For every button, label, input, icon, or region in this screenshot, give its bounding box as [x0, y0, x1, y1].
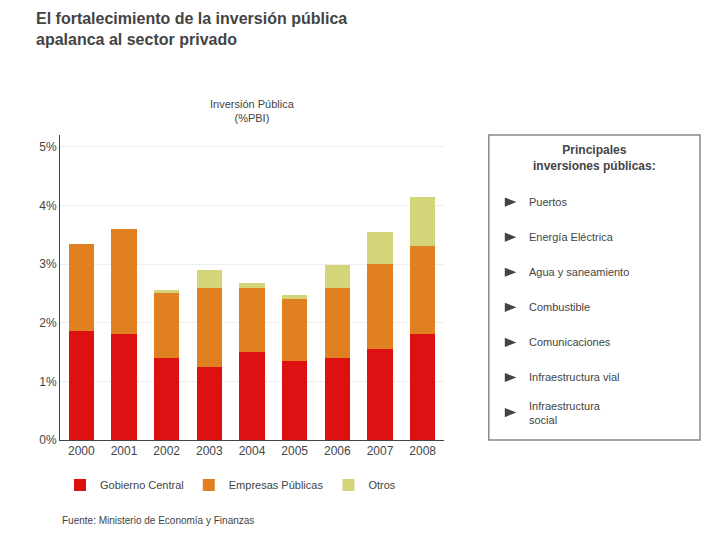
svg-text:4%: 4%: [39, 199, 57, 213]
svg-text:Energía Eléctrica: Energía Eléctrica: [529, 231, 614, 243]
svg-text:Empresas Públicas: Empresas Públicas: [229, 479, 324, 491]
svg-text:2006: 2006: [324, 444, 351, 458]
svg-text:0%: 0%: [39, 433, 57, 447]
svg-text:2007: 2007: [367, 444, 394, 458]
svg-text:5%: 5%: [39, 140, 57, 154]
svg-text:Gobierno Central: Gobierno Central: [100, 479, 184, 491]
svg-text:3%: 3%: [39, 257, 57, 271]
svg-text:Fuente: Ministerio de Economía: Fuente: Ministerio de Economía y Finanza…: [62, 515, 254, 526]
svg-text:2008: 2008: [409, 444, 436, 458]
svg-text:El fortalecimiento de la inver: El fortalecimiento de la inversión públi…: [36, 10, 347, 48]
svg-text:Inversión Pública(%PBI): Inversión Pública(%PBI): [210, 98, 295, 124]
svg-text:2004: 2004: [239, 444, 266, 458]
svg-text:2003: 2003: [196, 444, 223, 458]
svg-text:2%: 2%: [39, 316, 57, 330]
svg-text:Combustible: Combustible: [529, 301, 590, 313]
svg-text:Infraestructurasocial: Infraestructurasocial: [529, 400, 601, 426]
svg-text:Otros: Otros: [368, 479, 395, 491]
svg-text:2002: 2002: [153, 444, 180, 458]
svg-text:1%: 1%: [39, 375, 57, 389]
svg-text:Agua y saneamiento: Agua y saneamiento: [529, 266, 629, 278]
svg-text:Principalesinversiones pública: Principalesinversiones públicas:: [533, 143, 656, 173]
svg-text:Infraestructura vial: Infraestructura vial: [529, 371, 619, 383]
svg-text:2001: 2001: [111, 444, 138, 458]
svg-text:2000: 2000: [68, 444, 95, 458]
svg-text:Puertos: Puertos: [529, 196, 567, 208]
svg-text:2005: 2005: [281, 444, 308, 458]
svg-text:Comunicaciones: Comunicaciones: [529, 336, 611, 348]
